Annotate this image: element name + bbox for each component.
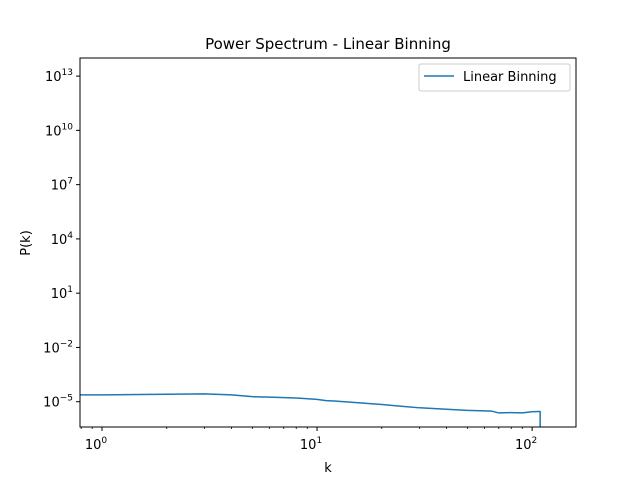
plot-frame [79, 57, 577, 428]
y-tick-label-0: 1013 [45, 68, 73, 85]
x-tick-label-2: 102 [515, 436, 537, 453]
series-line-0 [80, 393, 541, 427]
y-axis-ticks: 1013 1010 107 104 101 10−2 10−5 [43, 68, 80, 411]
y-tick-label-4: 101 [51, 285, 73, 302]
legend-label-linear-binning: Linear Binning [463, 70, 557, 85]
x-tick-label-0: 100 [85, 436, 108, 453]
y-tick-label-2: 107 [51, 177, 73, 194]
y-tick-label-5: 10−2 [43, 339, 73, 356]
y-tick-label-3: 104 [51, 231, 74, 248]
series-layer [80, 393, 541, 427]
legend: Linear Binning [418, 63, 571, 92]
legend-box [418, 63, 571, 92]
x-axis-ticks: 100 101 102 [80, 427, 537, 453]
y-tick-label-1: 1010 [45, 122, 73, 139]
x-axis-label: k [324, 461, 332, 476]
x-tick-label-1: 101 [300, 436, 322, 453]
y-tick-label-6: 10−5 [43, 394, 73, 411]
chart-title: Power Spectrum - Linear Binning [205, 35, 451, 53]
y-axis-label: P(k) [19, 230, 34, 256]
